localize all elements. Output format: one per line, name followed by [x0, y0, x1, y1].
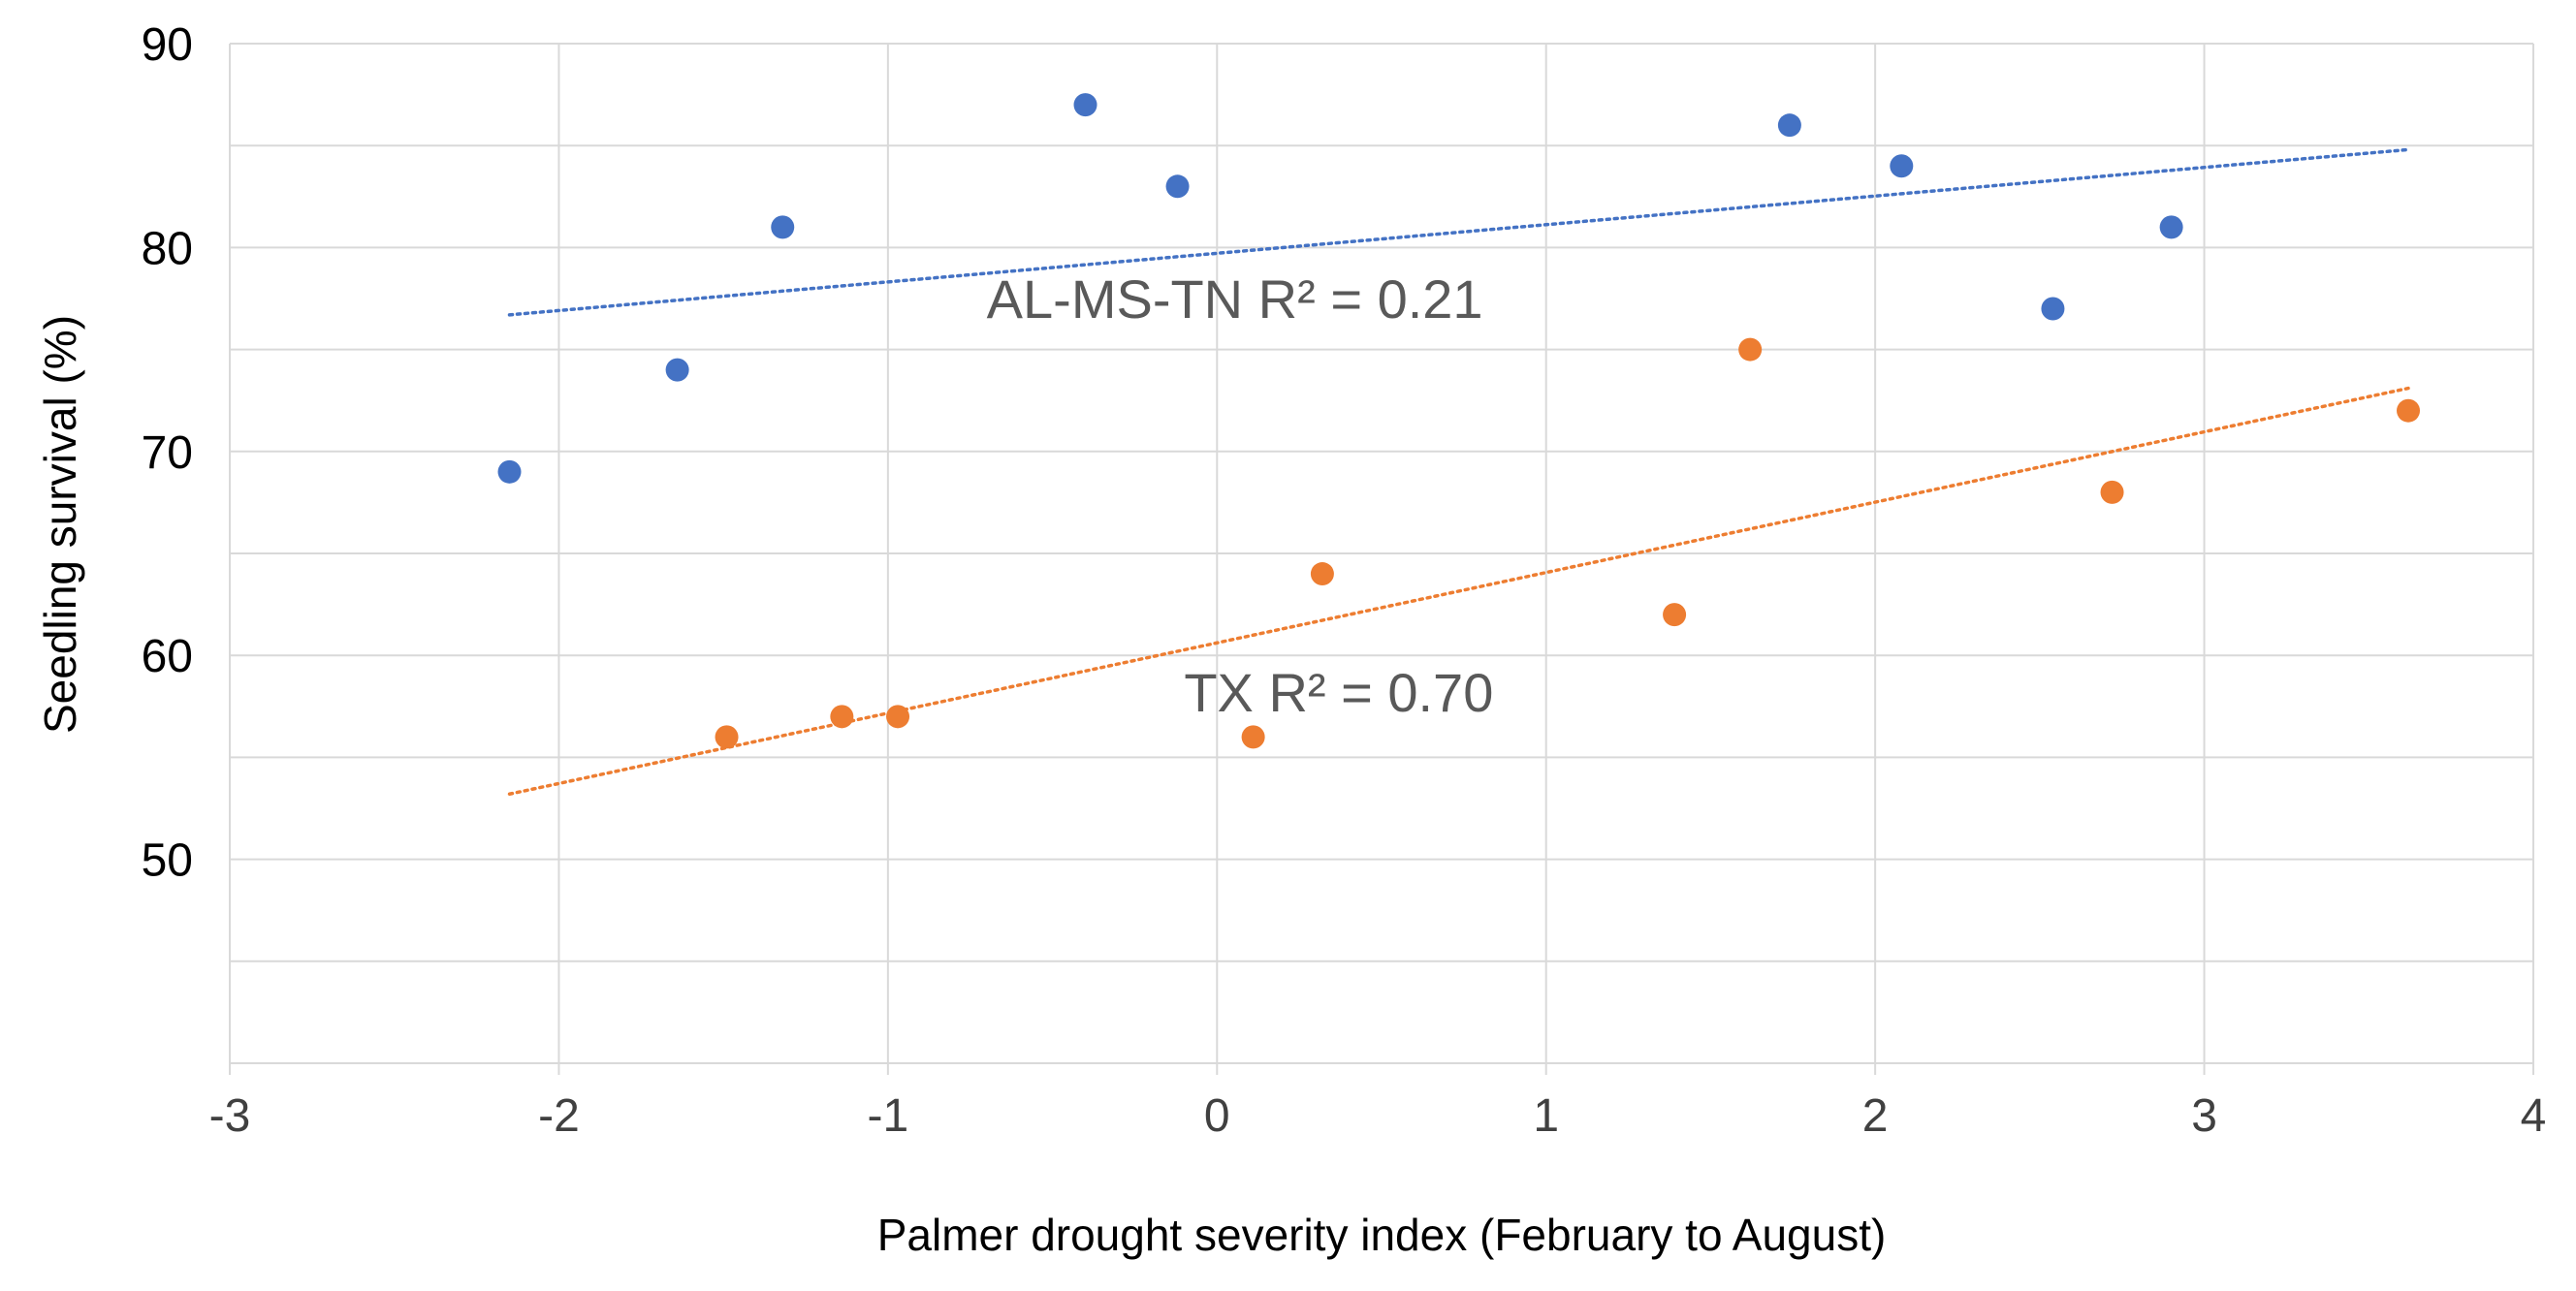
data-point-al-ms-tn-8 [2159, 215, 2183, 239]
data-point-tx-3 [1241, 725, 1265, 749]
trendline-tx [507, 386, 2410, 797]
y-tick-label: 60 [142, 631, 193, 682]
axes: -3 -2 -1 0 1 2 3 4 50 60 70 80 90 [142, 19, 2547, 1142]
data-point-al-ms-tn-2 [771, 215, 795, 239]
data-point-al-ms-tn-4 [1165, 174, 1190, 199]
data-point-tx-7 [2100, 480, 2124, 504]
y-tick-label: 70 [142, 427, 193, 479]
labels: Palmer drought severity index (February … [35, 268, 1886, 1260]
y-tick-label: 50 [142, 835, 193, 887]
trendlines [507, 147, 2410, 797]
x-tick-label: -3 [209, 1090, 251, 1142]
gridlines [229, 43, 2534, 1063]
data-point-tx-8 [2397, 398, 2421, 423]
x-axis-title: Palmer drought severity index (February … [877, 1210, 1887, 1260]
x-tick-label: 2 [1862, 1090, 1889, 1142]
data-point-tx-1 [830, 705, 854, 729]
data-point-tx-5 [1663, 603, 1687, 627]
data-point-tx-6 [1738, 337, 1763, 362]
x-tick-label: 4 [2521, 1090, 2547, 1142]
data-point-tx-4 [1310, 562, 1334, 586]
data-point-tx-0 [715, 725, 739, 749]
data-point-tx-2 [886, 705, 910, 729]
data-point-al-ms-tn-7 [2041, 297, 2065, 321]
data-point-al-ms-tn-3 [1073, 93, 1097, 117]
data-point-al-ms-tn-1 [665, 358, 689, 382]
annotation-al-ms-tn-r2: AL-MS-TN R² = 0.21 [987, 268, 1483, 330]
x-tick-label: -1 [868, 1090, 909, 1142]
y-axis-title: Seedling survival (%) [35, 315, 85, 734]
x-tick-label: 1 [1533, 1090, 1559, 1142]
y-tick-label: 90 [142, 19, 193, 71]
x-tick-label: 0 [1204, 1090, 1230, 1142]
annotation-tx-r2: TX R² = 0.70 [1184, 662, 1493, 723]
x-tick-label: -2 [538, 1090, 580, 1142]
trendline-al-ms-tn [507, 147, 2410, 317]
data-points [497, 93, 2421, 749]
data-point-al-ms-tn-5 [1777, 113, 1801, 138]
x-tick-label: 3 [2191, 1090, 2217, 1142]
data-point-al-ms-tn-6 [1890, 154, 1914, 178]
y-tick-label: 80 [142, 223, 193, 274]
data-point-al-ms-tn-0 [497, 459, 522, 484]
